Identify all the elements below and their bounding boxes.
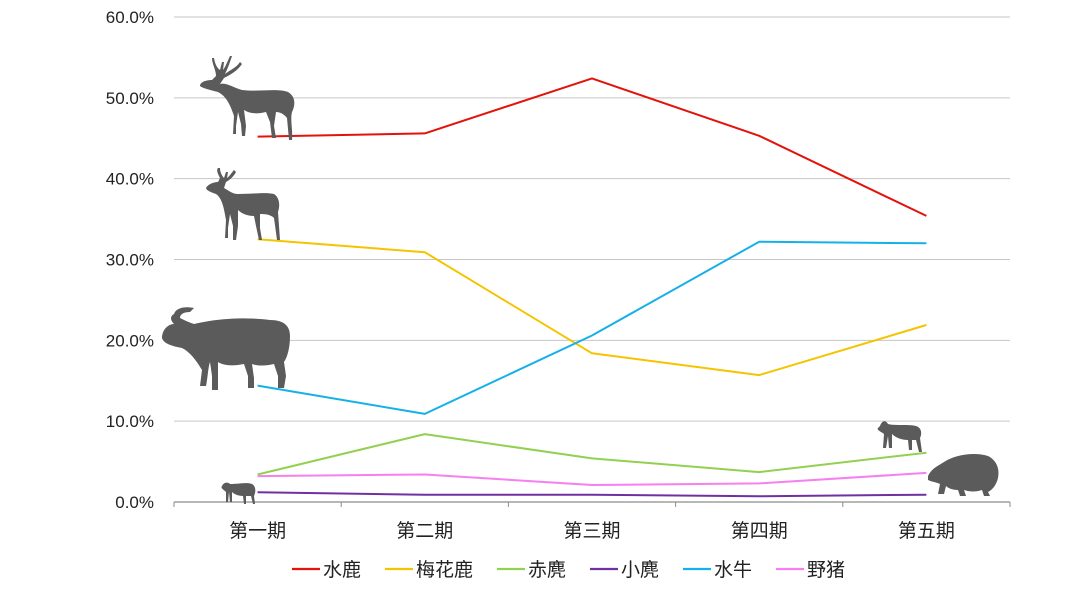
legend-label: 梅花鹿 [416, 559, 473, 581]
x-tick-label: 第五期 [898, 520, 955, 542]
y-tick-label: 20.0% [106, 331, 154, 350]
y-tick-label: 30.0% [106, 251, 154, 270]
y-axis-tick-labels: 0.0% 10.0% 20.0% 30.0% 40.0% 50.0% 60.0% [106, 8, 154, 512]
legend-item: 水牛 [683, 559, 752, 581]
y-tick-label: 0.0% [115, 493, 154, 512]
x-axis-tick-labels: 第一期 第二期 第三期 第四期 第五期 [173, 502, 1011, 542]
series-line [257, 433, 927, 476]
water-buffalo-icon [162, 307, 290, 390]
sika-deer-icon [206, 168, 280, 240]
y-tick-label: 50.0% [106, 89, 154, 108]
y-tick-label: 10.0% [106, 412, 154, 431]
legend-label: 水鹿 [323, 559, 361, 581]
legend-item: 梅花鹿 [385, 559, 473, 581]
x-tick-label: 第三期 [563, 520, 620, 542]
series-lines [257, 77, 927, 498]
x-tick-label: 第二期 [396, 520, 453, 542]
legend-item: 水鹿 [292, 559, 361, 581]
legend-item: 野猪 [776, 559, 845, 581]
legend-item: 小麂 [590, 559, 659, 581]
series-line [257, 238, 927, 377]
y-tick-label: 40.0% [106, 170, 154, 189]
muntjac-icon [221, 482, 256, 504]
wild-boar-icon [928, 454, 999, 496]
x-tick-label: 第四期 [731, 520, 788, 542]
legend-item: 赤麂 [497, 559, 566, 581]
series-line [257, 77, 927, 217]
small-muntjac-icon [877, 421, 922, 452]
legend: 水鹿 梅花鹿 赤麂 小麂 水牛 野猪 [292, 559, 845, 581]
x-tick-label: 第一期 [229, 520, 286, 542]
legend-label: 野猪 [807, 559, 845, 581]
sambar-deer-icon [200, 56, 295, 140]
series-line [257, 240, 927, 415]
series-line [257, 471, 927, 486]
grid-lines [174, 16, 1010, 503]
series-line [257, 491, 927, 498]
legend-label: 水牛 [714, 559, 752, 581]
legend-label: 赤麂 [528, 559, 566, 581]
legend-label: 小麂 [621, 559, 659, 581]
y-tick-label: 60.0% [106, 8, 154, 27]
